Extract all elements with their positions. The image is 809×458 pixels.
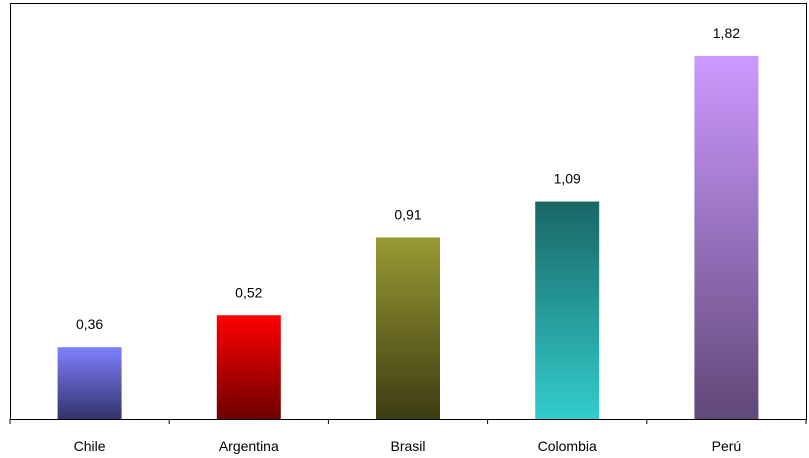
x-axis-category-label: Colombia [538,438,597,454]
bar-brasil [376,237,440,419]
x-axis-category-label: Brasil [390,438,425,454]
data-label: 1,09 [554,171,581,187]
bar-colombia [535,201,600,419]
plot-frame [10,3,807,420]
bar-chile [57,347,122,419]
x-axis-category-label: Chile [74,438,106,454]
data-label: 0,91 [394,206,421,222]
x-axis-category-label: Argentina [219,438,279,454]
bar-argentina [216,315,281,419]
x-axis-category-label: Perú [712,438,742,454]
bar-peru [694,55,759,419]
data-label: 1,82 [713,25,740,41]
data-label: 0,52 [235,284,262,300]
data-label: 0,36 [76,316,103,332]
